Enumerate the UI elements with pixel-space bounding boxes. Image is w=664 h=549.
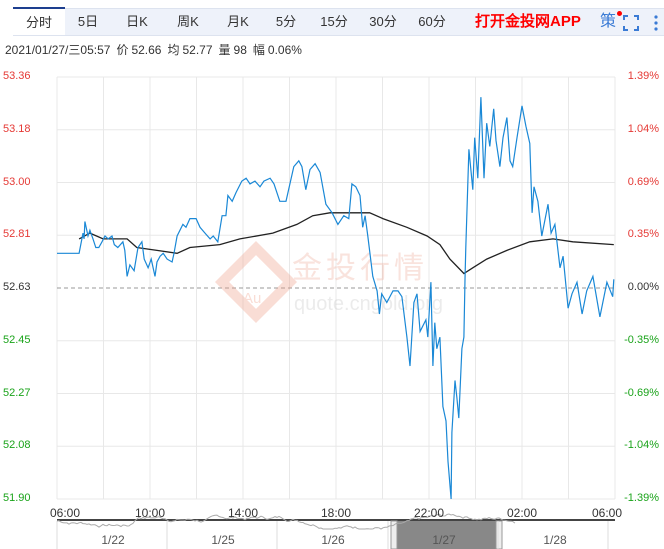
price-line	[57, 97, 615, 500]
open-app-link[interactable]: 打开金投网APP	[475, 13, 581, 30]
datetime: 2021/01/27/三05:57	[5, 43, 111, 57]
x-tick: 14:00	[227, 506, 259, 520]
watermark-url: quote.cngold.org	[294, 293, 443, 315]
y-tick-price: 53.18	[3, 122, 31, 135]
watermark-logo-text: Au	[243, 290, 261, 307]
quote-info-line: 2021/01/27/三05:57 价 52.66 均 52.77 量 98 幅 0.06%	[5, 41, 308, 58]
volume-label: 量	[218, 43, 231, 57]
price-label: 价	[116, 43, 129, 57]
tab-1[interactable]: 5日	[77, 14, 99, 29]
volume-value: 98	[233, 43, 247, 57]
notification-dot	[617, 11, 622, 16]
y-tick-price: 51.90	[3, 492, 31, 504]
y-tick-price: 53.00	[3, 175, 31, 188]
y-tick-percent: 0.69%	[627, 175, 659, 188]
tab-6[interactable]: 15分	[320, 14, 348, 29]
y-tick-percent: -0.35%	[624, 333, 659, 346]
period-tab-bar: 分时 5日 日K 周K 月K 5分 15分 30分 60分 打开金投网APP 策	[13, 7, 664, 36]
x-tick: 18:00	[320, 506, 352, 520]
y-tick-percent: 1.39%	[627, 70, 659, 82]
y-tick-percent: 0.35%	[627, 228, 659, 241]
navigator-date-label[interactable]: 1/22	[101, 533, 125, 547]
tab-0[interactable]: 分时	[13, 7, 65, 35]
watermark-brand: 金投行情	[292, 251, 428, 286]
more-vertical-icon[interactable]	[653, 14, 659, 40]
navigator-date-label[interactable]: 1/26	[321, 533, 345, 547]
x-tick: 22:00	[413, 506, 445, 520]
y-tick-percent: -1.04%	[624, 439, 659, 452]
strategy-icon[interactable]: 策	[600, 13, 617, 30]
price-value: 52.66	[131, 43, 162, 57]
navigator-date-label[interactable]: 1/25	[211, 533, 235, 547]
avg-label: 均	[167, 43, 180, 57]
y-tick-percent: -0.69%	[624, 386, 659, 399]
y-tick-price: 52.08	[3, 439, 31, 452]
tab-5[interactable]: 5分	[275, 14, 297, 29]
x-tick: 10:00	[134, 506, 166, 520]
navigator-price-line	[56, 513, 516, 530]
y-tick-percent: 1.04%	[627, 122, 659, 135]
y-tick-price: 52.45	[3, 333, 31, 346]
y-tick-price: 52.27	[3, 386, 31, 399]
avg-value: 52.77	[182, 43, 213, 57]
amplitude-label: 幅	[252, 43, 265, 57]
amplitude-value: 0.06%	[267, 43, 302, 57]
navigator-selection[interactable]	[393, 521, 500, 549]
tab-7[interactable]: 30分	[369, 14, 397, 29]
navigator-date-label[interactable]: 1/28	[543, 533, 567, 547]
y-tick-percent: -1.39%	[624, 492, 659, 504]
tab-3[interactable]: 周K	[177, 14, 199, 29]
navigator-date-label[interactable]: 1/27	[432, 533, 456, 547]
y-tick-price: 52.63	[3, 281, 31, 293]
y-tick-price: 52.81	[3, 228, 31, 241]
fullscreen-icon[interactable]	[623, 14, 639, 40]
x-tick: 02:00	[506, 506, 538, 520]
tab-8[interactable]: 60分	[418, 14, 446, 29]
tab-4[interactable]: 月K	[227, 14, 249, 29]
x-tick: 06:00	[591, 506, 623, 520]
navigator-handle-left[interactable]	[390, 520, 398, 549]
watermark: Au 金投行情 quote.cngold.org	[214, 240, 443, 324]
x-tick: 06:00	[49, 506, 81, 520]
tab-2[interactable]: 日K	[126, 14, 148, 29]
navigator-handle-right[interactable]	[495, 520, 503, 549]
y-tick-price: 53.36	[3, 70, 31, 82]
y-tick-percent: 0.00%	[627, 281, 659, 293]
